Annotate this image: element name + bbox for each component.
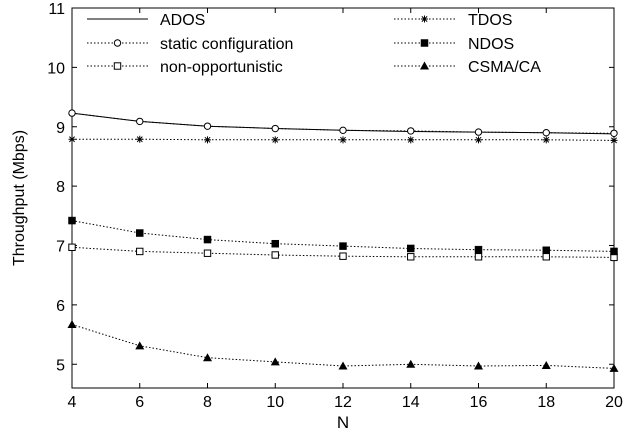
data-point xyxy=(271,124,279,133)
x-tick-label: 4 xyxy=(68,394,77,411)
data-point xyxy=(339,136,347,144)
legend-item: NDOS xyxy=(394,36,514,53)
legend-item: static configuration xyxy=(87,36,293,53)
data-point xyxy=(203,353,212,362)
data-point xyxy=(67,319,77,328)
y-tick-label: 9 xyxy=(56,120,65,137)
data-point xyxy=(136,135,144,143)
data-point xyxy=(203,235,212,244)
series-4 xyxy=(68,216,618,256)
series-group xyxy=(67,109,619,372)
data-point xyxy=(136,229,144,237)
data-point xyxy=(407,253,415,261)
data-point xyxy=(542,128,550,137)
data-point xyxy=(271,136,279,144)
data-point xyxy=(475,136,482,144)
legend-item: CSMA/CA xyxy=(394,59,541,76)
data-point xyxy=(339,242,347,250)
series-line xyxy=(71,220,615,252)
data-point xyxy=(407,136,415,144)
legend-label: TDOS xyxy=(468,12,512,29)
data-point xyxy=(474,128,483,136)
legend-item: TDOS xyxy=(394,12,512,29)
data-point xyxy=(609,363,619,372)
x-tick-label: 12 xyxy=(334,394,352,411)
data-point xyxy=(474,245,483,254)
data-point xyxy=(68,109,76,117)
data-point xyxy=(338,361,348,370)
data-point xyxy=(339,126,347,135)
legend-label: static configuration xyxy=(160,36,293,53)
x-tick-label: 10 xyxy=(266,394,284,411)
x-tick-label: 18 xyxy=(537,394,555,411)
series-3 xyxy=(68,135,618,144)
axis-ticks: 4 6 8 10 12 14 16 18 20 5 6 7 8 9 10 11 xyxy=(47,1,623,411)
data-point xyxy=(406,359,416,368)
data-point xyxy=(610,129,618,137)
data-point xyxy=(271,239,279,248)
data-point xyxy=(271,251,279,259)
y-tick-label: 11 xyxy=(48,1,65,18)
data-point xyxy=(542,253,550,261)
data-point xyxy=(407,127,415,135)
x-tick-label: 14 xyxy=(402,394,420,411)
data-point xyxy=(407,244,415,253)
series-1 xyxy=(68,109,618,137)
data-point xyxy=(474,361,483,370)
legend-marker xyxy=(113,39,122,47)
y-tick-label: 5 xyxy=(56,357,65,374)
data-point xyxy=(203,249,212,257)
legend: ADOS static configuration non-opportunisti… xyxy=(87,12,541,76)
data-point xyxy=(204,136,211,144)
data-point xyxy=(203,122,212,130)
legend-marker xyxy=(421,15,428,23)
x-tick-label: 6 xyxy=(135,394,144,411)
legend-label: NDOS xyxy=(468,36,514,53)
y-tick-label: 10 xyxy=(47,60,65,77)
x-tick-label: 16 xyxy=(470,394,488,411)
data-point xyxy=(68,216,76,225)
data-point xyxy=(68,135,76,143)
data-point xyxy=(541,360,551,369)
y-axis-title: Throughput (Mbps) xyxy=(11,130,28,266)
series-line xyxy=(71,324,615,369)
legend-marker xyxy=(113,62,122,70)
data-point xyxy=(135,341,145,350)
series-line xyxy=(71,112,615,134)
series-line xyxy=(72,138,615,141)
data-point xyxy=(542,136,550,144)
legend-label: ADOS xyxy=(160,12,205,29)
series-2 xyxy=(68,243,618,262)
legend-marker xyxy=(420,61,429,70)
legend-item: non-opportunistic xyxy=(87,59,283,76)
x-axis-title: N xyxy=(337,413,349,432)
data-point xyxy=(610,247,618,256)
y-tick-label: 8 xyxy=(56,179,65,196)
data-point xyxy=(136,117,144,126)
y-tick-label: 7 xyxy=(56,239,65,256)
y-tick-label: 6 xyxy=(56,298,65,315)
data-point xyxy=(339,252,347,260)
legend-item: ADOS xyxy=(87,12,205,29)
data-point xyxy=(542,246,550,254)
legend-label: non-opportunistic xyxy=(160,59,283,76)
data-point xyxy=(270,357,280,366)
legend-label: CSMA/CA xyxy=(468,59,541,76)
data-point xyxy=(474,253,483,261)
series-line xyxy=(71,246,615,258)
legend-marker xyxy=(420,39,429,47)
x-tick-label: 8 xyxy=(203,394,212,411)
data-point xyxy=(136,247,144,256)
data-point xyxy=(68,243,76,251)
series-5 xyxy=(67,319,619,372)
data-point xyxy=(610,136,618,144)
x-tick-label: 20 xyxy=(605,394,623,411)
